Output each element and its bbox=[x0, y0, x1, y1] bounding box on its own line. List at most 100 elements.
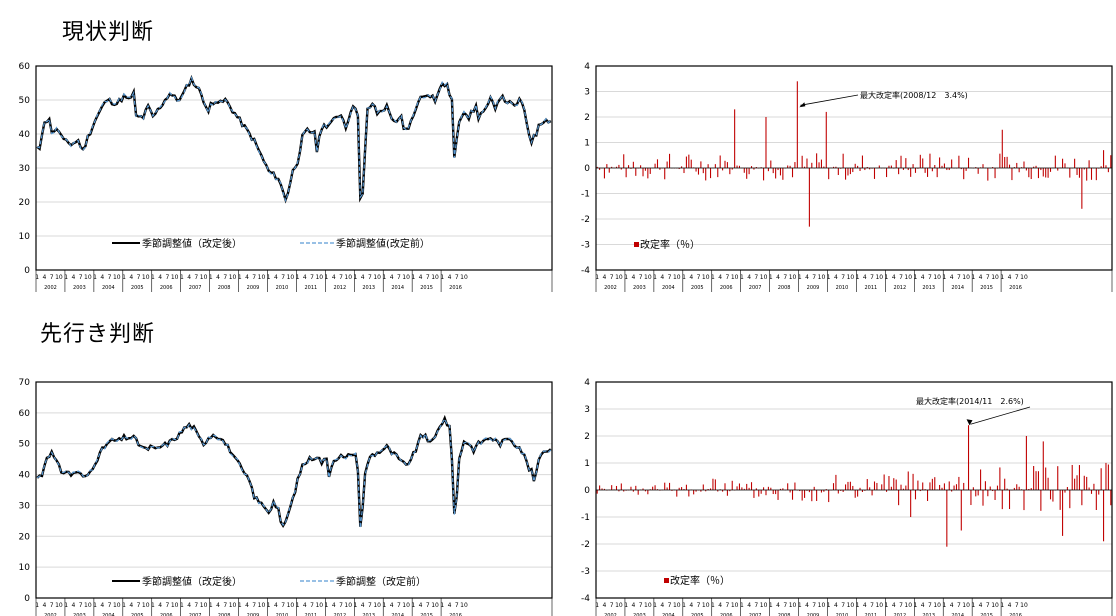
x-month-label: 4 bbox=[747, 602, 751, 609]
revision-bar bbox=[941, 487, 943, 490]
x-month-label: 4 bbox=[129, 602, 133, 609]
revision-bar bbox=[849, 168, 851, 175]
revision-bar bbox=[1008, 490, 1011, 510]
series-line-revised bbox=[36, 74, 552, 204]
x-year-label: 2005 bbox=[691, 285, 704, 291]
revision-bar bbox=[987, 168, 989, 181]
revision-bar bbox=[972, 487, 974, 490]
x-month-label: 10 bbox=[431, 274, 439, 281]
revision-bar bbox=[736, 486, 738, 490]
x-month-label: 1 bbox=[151, 274, 155, 281]
revision-bar bbox=[763, 168, 765, 181]
x-month-label: 7 bbox=[281, 274, 285, 281]
x-month-label: 4 bbox=[921, 274, 925, 281]
revision-bar bbox=[782, 488, 784, 490]
revision-bar bbox=[770, 160, 772, 168]
revision-bar bbox=[666, 161, 668, 168]
x-month-label: 10 bbox=[615, 602, 623, 609]
x-month-label: 4 bbox=[448, 274, 452, 281]
revision-bar bbox=[1093, 483, 1095, 490]
y-tick-label: 0 bbox=[584, 486, 590, 496]
revision-bar bbox=[1078, 465, 1080, 490]
x-month-label: 7 bbox=[165, 602, 169, 609]
x-month-label: 1 bbox=[238, 602, 242, 609]
x-month-label: 10 bbox=[113, 602, 121, 609]
x-month-label: 4 bbox=[187, 274, 191, 281]
revision-bar bbox=[758, 490, 760, 497]
x-month-label: 10 bbox=[142, 602, 150, 609]
revision-bar bbox=[608, 168, 610, 173]
revision-bar bbox=[738, 483, 741, 490]
revision-bar bbox=[840, 490, 842, 491]
x-month-label: 10 bbox=[287, 602, 295, 609]
revision-bar bbox=[873, 481, 876, 490]
revision-bar bbox=[666, 487, 668, 490]
x-year-label: 2008 bbox=[218, 285, 231, 291]
x-month-label: 7 bbox=[368, 274, 372, 281]
revision-bar bbox=[601, 488, 603, 490]
x-month-label: 4 bbox=[892, 274, 896, 281]
revision-bar bbox=[951, 159, 953, 168]
revision-bar bbox=[717, 490, 719, 492]
revision-bar bbox=[777, 490, 779, 500]
x-year-label: 2005 bbox=[131, 285, 144, 291]
revision-bar bbox=[681, 166, 683, 168]
x-month-label: 10 bbox=[933, 274, 941, 281]
revision-bar bbox=[801, 490, 803, 501]
revision-bar bbox=[767, 168, 769, 172]
revision-bar bbox=[919, 490, 921, 492]
y-tick-label: 40 bbox=[19, 471, 31, 481]
x-month-label: 7 bbox=[928, 602, 932, 609]
revision-bar bbox=[753, 168, 755, 170]
revision-bar bbox=[934, 477, 936, 490]
revision-bar bbox=[632, 490, 634, 492]
y-tick-label: -1 bbox=[581, 190, 590, 200]
revision-bar bbox=[697, 168, 700, 175]
revision-bar bbox=[738, 165, 741, 168]
x-month-label: 7 bbox=[79, 602, 83, 609]
revision-bar bbox=[984, 481, 986, 490]
revision-bar bbox=[1100, 166, 1102, 168]
x-month-label: 7 bbox=[610, 274, 614, 281]
revision-bar bbox=[806, 158, 808, 168]
x-month-label: 1 bbox=[885, 274, 889, 281]
revision-bar bbox=[649, 168, 651, 174]
revision-bar bbox=[881, 484, 883, 490]
x-month-label: 7 bbox=[281, 602, 285, 609]
revision-bar bbox=[900, 484, 902, 490]
x-month-label: 10 bbox=[84, 602, 92, 609]
x-year-label: 2003 bbox=[73, 285, 86, 291]
x-year-label: 2004 bbox=[662, 285, 675, 291]
x-month-label: 10 bbox=[113, 274, 121, 281]
x-month-label: 4 bbox=[863, 274, 867, 281]
revision-bar bbox=[837, 490, 839, 494]
x-year-label: 2012 bbox=[333, 613, 346, 616]
x-month-label: 7 bbox=[841, 602, 845, 609]
series-line-previous bbox=[37, 75, 552, 203]
revision-bar bbox=[975, 490, 977, 497]
revision-bar bbox=[775, 490, 777, 495]
x-year-label: 2006 bbox=[720, 613, 733, 616]
legend-label-revised: 季節調整値（改定後） bbox=[142, 575, 242, 588]
revision-bar bbox=[852, 485, 854, 490]
x-month-label: 10 bbox=[1020, 274, 1028, 281]
revision-bar bbox=[967, 425, 970, 490]
y-tick-label: 50 bbox=[19, 96, 31, 106]
revision-bar bbox=[835, 474, 837, 490]
revision-bar bbox=[994, 490, 996, 500]
revision-bar bbox=[777, 168, 779, 171]
revision-bar bbox=[700, 161, 702, 168]
x-month-label: 1 bbox=[914, 274, 918, 281]
revision-bar bbox=[866, 479, 868, 490]
revision-bar bbox=[854, 490, 856, 498]
x-month-label: 1 bbox=[209, 274, 213, 281]
revision-bar bbox=[753, 490, 755, 498]
revision-bar bbox=[1103, 150, 1105, 168]
revision-bar bbox=[628, 165, 630, 168]
revision-bar bbox=[767, 486, 769, 490]
x-month-label: 1 bbox=[35, 602, 39, 609]
x-month-label: 4 bbox=[303, 274, 307, 281]
y-tick-label: 0 bbox=[584, 164, 590, 174]
revision-bar bbox=[630, 486, 632, 490]
x-month-label: 4 bbox=[892, 602, 896, 609]
